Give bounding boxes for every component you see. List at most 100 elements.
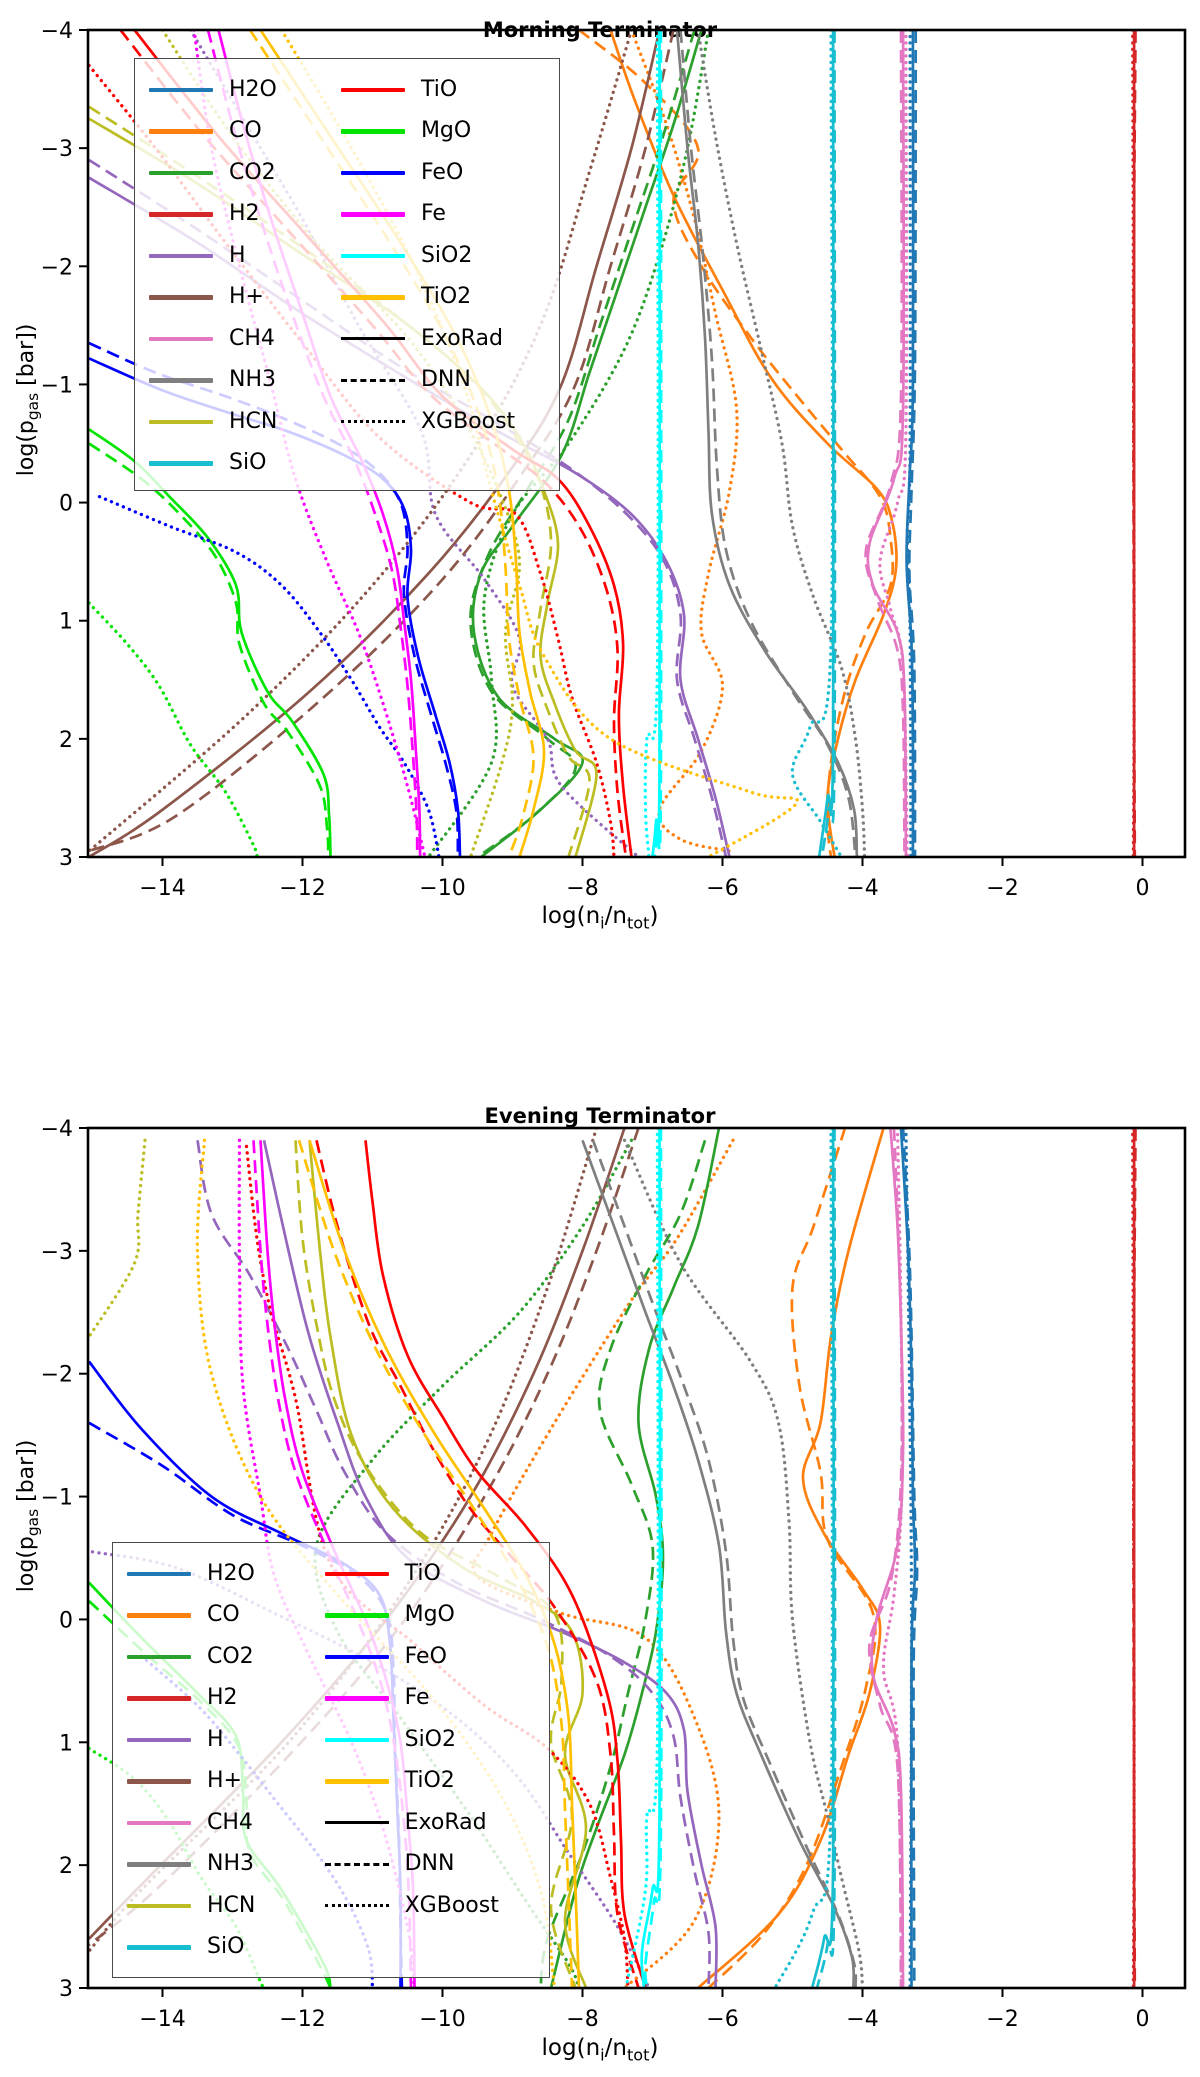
legend-label: CO2 bbox=[207, 1643, 254, 1669]
legend-swatch-h2o bbox=[149, 87, 213, 92]
xlabel-text-mid: /n bbox=[604, 903, 627, 929]
legend-swatch-ch4 bbox=[149, 336, 213, 341]
legend-entry-hcn: HCN bbox=[149, 401, 333, 443]
y-tick-label: −4 bbox=[41, 1117, 73, 1142]
legend-entry-tio: TiO bbox=[324, 1553, 537, 1595]
legend-entry-fe: Fe bbox=[324, 1678, 537, 1720]
series-h2-xgboost bbox=[1131, 30, 1136, 857]
legend-entry-co: CO bbox=[149, 111, 333, 153]
legend-entry-co2: CO2 bbox=[127, 1636, 317, 1678]
y-tick-label: 1 bbox=[59, 610, 73, 635]
series-sio2-dnn bbox=[643, 1128, 663, 1988]
legend-label: ExoRad bbox=[420, 325, 503, 351]
x-tick-label: 0 bbox=[1136, 876, 1150, 901]
series-nh3-dnn bbox=[591, 1139, 858, 1988]
legend-swatch-mgo bbox=[340, 129, 405, 134]
legend-label: CH4 bbox=[207, 1809, 253, 1835]
legend-label: HCN bbox=[229, 408, 278, 434]
x-tick-label: −6 bbox=[706, 2007, 738, 2032]
series-h2o-exorad bbox=[905, 30, 915, 857]
legend-swatch-h bbox=[127, 1737, 191, 1742]
legend-entry-exorad: ExoRad bbox=[324, 1802, 537, 1844]
series-hcn-xgboost bbox=[88, 1138, 147, 1339]
legend-swatch-h2o bbox=[127, 1571, 191, 1576]
series-nh3-xgboost bbox=[696, 30, 867, 857]
x-tick-label: 0 bbox=[1136, 2007, 1150, 2032]
legend-entry-exorad: ExoRad bbox=[340, 318, 547, 360]
legend-entry-h: H bbox=[149, 235, 333, 277]
plot-frame bbox=[86, 1126, 1187, 1990]
series-h2o-dnn bbox=[901, 1128, 919, 1988]
xlabel-text-mid: /n bbox=[604, 2035, 627, 2061]
series-ch4-dnn bbox=[867, 1128, 904, 1988]
legend-label: MgO bbox=[404, 1602, 455, 1628]
legend-entry-dnn: DNN bbox=[340, 360, 547, 402]
legend-swatch-xgboost bbox=[324, 1904, 389, 1908]
x-axis-label-morning: log(ni/ntot) bbox=[0, 903, 1200, 933]
xlabel-sub-i: i bbox=[600, 2045, 605, 2065]
legend-swatch-sio bbox=[149, 461, 213, 466]
legend-entry-h+: H+ bbox=[127, 1761, 317, 1803]
legend-entry-co2: CO2 bbox=[149, 152, 333, 194]
ylabel-sub: gas bbox=[24, 1508, 43, 1537]
legend-entry-tio2: TiO2 bbox=[324, 1761, 537, 1803]
legend-swatch-fe bbox=[324, 1696, 389, 1701]
legend-label: NH3 bbox=[207, 1851, 254, 1877]
x-tick-label: −12 bbox=[279, 876, 325, 901]
series-tio2-xgboost bbox=[279, 30, 799, 857]
legend-label: CH4 bbox=[229, 325, 275, 351]
legend-entry-mgo: MgO bbox=[324, 1595, 537, 1637]
legend-label: CO2 bbox=[229, 159, 276, 185]
legend-swatch-xgboost bbox=[340, 420, 405, 424]
series-ch4-xgboost bbox=[878, 30, 909, 857]
plot-frame bbox=[86, 28, 1187, 859]
y-tick-label: 1 bbox=[59, 1731, 73, 1756]
legend-entry-xgboost: XGBoost bbox=[340, 401, 547, 443]
series-sio-xgboost bbox=[790, 30, 844, 857]
legend-evening: H2O CO CO2 H2 H H+ CH4 NH3 HCN SiO TiO MgO FeO Fe SiO2… bbox=[112, 1542, 550, 1978]
legend-swatch-dnn bbox=[324, 1862, 389, 1866]
legend-label: H+ bbox=[207, 1768, 242, 1794]
series-ch4-xgboost bbox=[881, 1128, 904, 1988]
legend-swatch-tio2 bbox=[324, 1779, 389, 1784]
legend-swatch-h2 bbox=[149, 212, 213, 217]
y-tick-label: −3 bbox=[41, 1240, 73, 1265]
xlabel-text: log(n bbox=[541, 2035, 601, 2061]
legend-swatch-h bbox=[149, 253, 213, 258]
legend-label: NH3 bbox=[229, 367, 276, 393]
legend-label: MgO bbox=[420, 118, 472, 144]
panel-title-evening: Evening Terminator bbox=[484, 1104, 716, 1129]
series-fe-dnn bbox=[252, 1140, 413, 1988]
legend-label: SiO2 bbox=[420, 242, 473, 268]
series-h2o-xgboost bbox=[905, 30, 913, 857]
series-nh3-xgboost bbox=[622, 1138, 865, 1988]
y-tick-label: −1 bbox=[41, 373, 73, 398]
series-co2-dnn bbox=[469, 30, 696, 857]
legend-label: H bbox=[207, 1726, 224, 1752]
legend-label: HCN bbox=[207, 1892, 256, 1918]
series-h-dnn bbox=[88, 158, 728, 857]
ylabel-sub: gas bbox=[24, 392, 43, 421]
legend-label: SiO bbox=[207, 1934, 245, 1960]
x-tick-label: −10 bbox=[419, 2007, 465, 2032]
series-sio2-exorad bbox=[640, 1128, 662, 1988]
y-axis-label-evening: log(pgas [bar]) bbox=[14, 1440, 42, 1593]
legend-swatch-h2 bbox=[127, 1696, 191, 1701]
x-tick-label: −2 bbox=[986, 2007, 1018, 2032]
legend-swatch-co2 bbox=[149, 170, 213, 175]
legend-entry-sio: SiO bbox=[149, 443, 333, 485]
legend-swatch-tio bbox=[324, 1571, 389, 1576]
legend-label: Fe bbox=[404, 1685, 430, 1711]
series-sio-dnn bbox=[815, 1128, 837, 1988]
legend-label: CO bbox=[207, 1602, 240, 1628]
series-sio2-xgboost bbox=[643, 30, 660, 857]
series-mgo-dnn bbox=[88, 442, 330, 857]
xlabel-text: log(n bbox=[541, 903, 601, 929]
legend-entry-fe: Fe bbox=[340, 194, 547, 236]
series-co-dnn bbox=[707, 1128, 877, 1988]
x-tick-label: −8 bbox=[566, 2007, 598, 2032]
legend-entry-h+: H+ bbox=[149, 277, 333, 319]
legend-label: XGBoost bbox=[420, 408, 516, 434]
series-sio-xgboost bbox=[773, 1128, 835, 1988]
